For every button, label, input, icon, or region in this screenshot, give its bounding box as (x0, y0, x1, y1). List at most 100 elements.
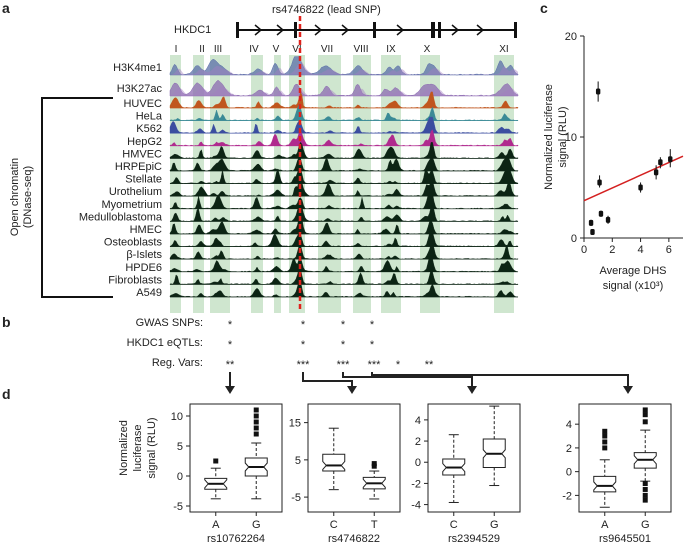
eqtl-mark: * (228, 339, 233, 351)
track-Medulloblastoma (169, 204, 519, 222)
region-label-X: X (424, 44, 431, 55)
category-label: C (450, 519, 458, 531)
track-label-K562: K562 (136, 123, 162, 135)
signal-tracks (169, 56, 519, 298)
track-label-Osteoblasts: Osteoblasts (104, 237, 163, 249)
row-label-gwas: GWAS SNPs: (136, 317, 203, 329)
y-tick-label: 15 (289, 418, 301, 430)
notched-box (593, 475, 617, 493)
region-label-XI: XI (499, 44, 508, 55)
outlier (253, 419, 259, 425)
strand-chevron (476, 24, 485, 36)
track-label-Urothelium: Urothelium (109, 186, 162, 198)
gene-exon (236, 22, 239, 38)
x-tick-label: 2 (609, 244, 615, 256)
track-label-Myometrium: Myometrium (101, 199, 162, 211)
outlier (213, 458, 219, 464)
track-K562 (169, 116, 519, 134)
y-tick-label: 4 (566, 419, 572, 431)
eqtl-mark: * (341, 339, 346, 351)
y-tick-label: 0 (415, 457, 421, 469)
gene-exon (514, 22, 517, 38)
track-label-HPDE6: HPDE6 (125, 262, 162, 274)
y-tick-label: 0 (571, 233, 577, 245)
region-label-IX: IX (386, 44, 396, 55)
outlier (602, 433, 608, 439)
bracket-label-line1: Open chromatin (9, 158, 21, 236)
track-label-HeLa: HeLa (136, 111, 163, 123)
trend-line (583, 155, 684, 202)
arrowhead (225, 386, 235, 394)
outlier (602, 439, 608, 445)
bracket-label-line2: (DNase-seq) (22, 166, 34, 228)
category-label: G (641, 519, 650, 531)
track-label-Medulloblastoma: Medulloblastoma (79, 211, 163, 223)
scatter-point (605, 216, 611, 223)
gene-exon (294, 22, 297, 38)
boxplot-ylabel-line3: signal (RLU) (146, 417, 158, 478)
strand-chevron (276, 24, 285, 36)
track-label-H3K4me1: H3K4me1 (113, 62, 162, 74)
regvar-mark: ** (425, 359, 434, 371)
track-HMEC (169, 217, 519, 235)
scatter-point (588, 219, 594, 226)
boxplot-frame (189, 403, 283, 513)
y-tick-label: 10 (565, 132, 577, 144)
track-label-HepG2: HepG2 (127, 136, 162, 148)
region-label-I: I (175, 44, 178, 55)
outlier (371, 463, 377, 469)
outlier (642, 412, 648, 418)
scatter-point (668, 156, 673, 163)
snp-label: rs4746822 (328, 533, 380, 544)
category-label: T (371, 519, 378, 531)
outlier (642, 492, 648, 498)
outlier (253, 407, 259, 413)
outlier (371, 461, 377, 467)
track-HepG2 (169, 129, 519, 147)
track-label-Stellate: Stellate (125, 174, 162, 186)
arrowhead (467, 386, 477, 394)
boxplot-frame (427, 403, 521, 513)
panel-letter-c: c (540, 0, 548, 16)
eqtl-mark: * (301, 339, 306, 351)
y-tick-label: 4 (415, 415, 421, 427)
region-band-I (170, 55, 181, 313)
snp-label: rs9645501 (599, 533, 651, 544)
regvar-mark: *** (337, 359, 351, 371)
outlier (253, 425, 259, 431)
y-tick-label: 0 (566, 467, 572, 479)
y-tick-label: 5 (295, 455, 301, 467)
strand-chevron (451, 24, 460, 36)
scatter-point (638, 184, 643, 191)
region-label-II: II (199, 44, 205, 55)
scatter-point (590, 228, 595, 235)
arrowheads (225, 386, 633, 394)
y-tick-label: 0 (177, 471, 183, 483)
panel-d-boxplots: Normalized luciferase signal (RLU) -5 0 5 1… (118, 403, 672, 545)
gene-name: HKDC1 (174, 24, 211, 36)
track-label-H3K27ac: H3K27ac (117, 83, 163, 95)
scatter-ylabel-line1: Normalized luciferase (543, 84, 555, 190)
outlier (253, 413, 259, 419)
scatter-xlabel-line1: Average DHS (599, 265, 666, 277)
scatter-plot-area (584, 36, 683, 238)
track-HUVEC (169, 91, 519, 109)
scatter-point (598, 210, 604, 217)
panel-c-scatter: 0 2 4 6 0 10 20 Average DHS signal (x10³) Norm… (543, 31, 684, 292)
track-H3K4me1 (169, 56, 519, 76)
y-tick-label: -4 (411, 500, 421, 512)
connector-arrow-2 (302, 372, 353, 388)
track-HMVEC (169, 141, 519, 159)
track-label-HMEC: HMEC (130, 224, 162, 236)
snp-label: rs2394529 (448, 533, 500, 544)
regulatory-region-labels: I II III IV V VI VII VIII IX X XI (175, 44, 509, 55)
region-label-IV: IV (249, 44, 259, 55)
scatter-point (658, 159, 663, 166)
boxplot-frame (307, 403, 401, 513)
scatter-ticks: 0 2 4 6 0 10 20 (565, 31, 672, 256)
track-label-HMVEC: HMVEC (122, 148, 162, 160)
